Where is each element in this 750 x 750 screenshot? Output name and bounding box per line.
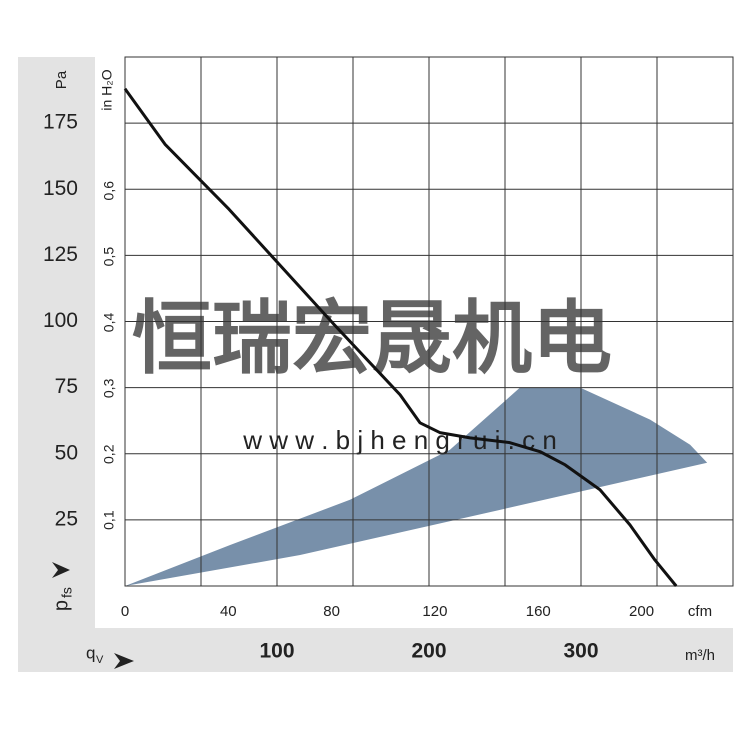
y-label: Pa xyxy=(53,70,70,89)
fan-curve xyxy=(123,87,678,587)
x-tick-label: 0 xyxy=(121,603,129,620)
y-tick-label: 75 xyxy=(55,375,78,398)
x-label: cfm xyxy=(688,603,712,620)
x-tick-label: 80 xyxy=(323,603,340,620)
y-symbol: p fs xyxy=(50,587,74,611)
x-tick-label: 160 xyxy=(526,603,551,620)
y-symbol-main: p xyxy=(50,600,72,611)
y2-tick-label: 0,3 xyxy=(101,378,117,398)
y-tick-label: 50 xyxy=(55,441,78,464)
y2-tick-label: 0,1 xyxy=(101,510,117,530)
x-symbol-main: q xyxy=(86,643,95,662)
watermark: 恒瑞宏晟机电 xyxy=(132,294,612,383)
y-tick-label: 125 xyxy=(43,243,78,266)
x-tick-label: 120 xyxy=(422,603,447,620)
y-symbol-sub: fs xyxy=(59,587,75,598)
x2-tick-label: 100 xyxy=(259,640,294,663)
plot-frame xyxy=(124,56,734,587)
x-symbol-sub: V xyxy=(96,654,104,666)
x-tick-label: 200 xyxy=(629,603,654,620)
y-tick-label: 175 xyxy=(43,111,78,134)
y2-tick-label: 0,4 xyxy=(101,313,117,333)
y-tick-label: 25 xyxy=(55,507,78,530)
y-arrow xyxy=(52,562,70,578)
x-tick-label: 40 xyxy=(220,603,237,620)
x-arrow xyxy=(114,653,134,669)
y-tick-label: 150 xyxy=(43,177,78,200)
y2-tick-label: 0,6 xyxy=(101,181,117,201)
x2-tick-label: 200 xyxy=(411,640,446,663)
y2-tick-label: 0,2 xyxy=(101,444,117,464)
watermark: w w w . b j h e n g r u i . c n xyxy=(242,425,557,455)
y2-label: in H₂O xyxy=(99,69,115,110)
x2-tick-label: 300 xyxy=(563,640,598,663)
y-tick-label: 100 xyxy=(43,309,78,332)
x2-label: m³/h xyxy=(685,647,715,664)
y2-tick-label: 0,5 xyxy=(101,247,117,267)
operating-area xyxy=(125,387,708,586)
